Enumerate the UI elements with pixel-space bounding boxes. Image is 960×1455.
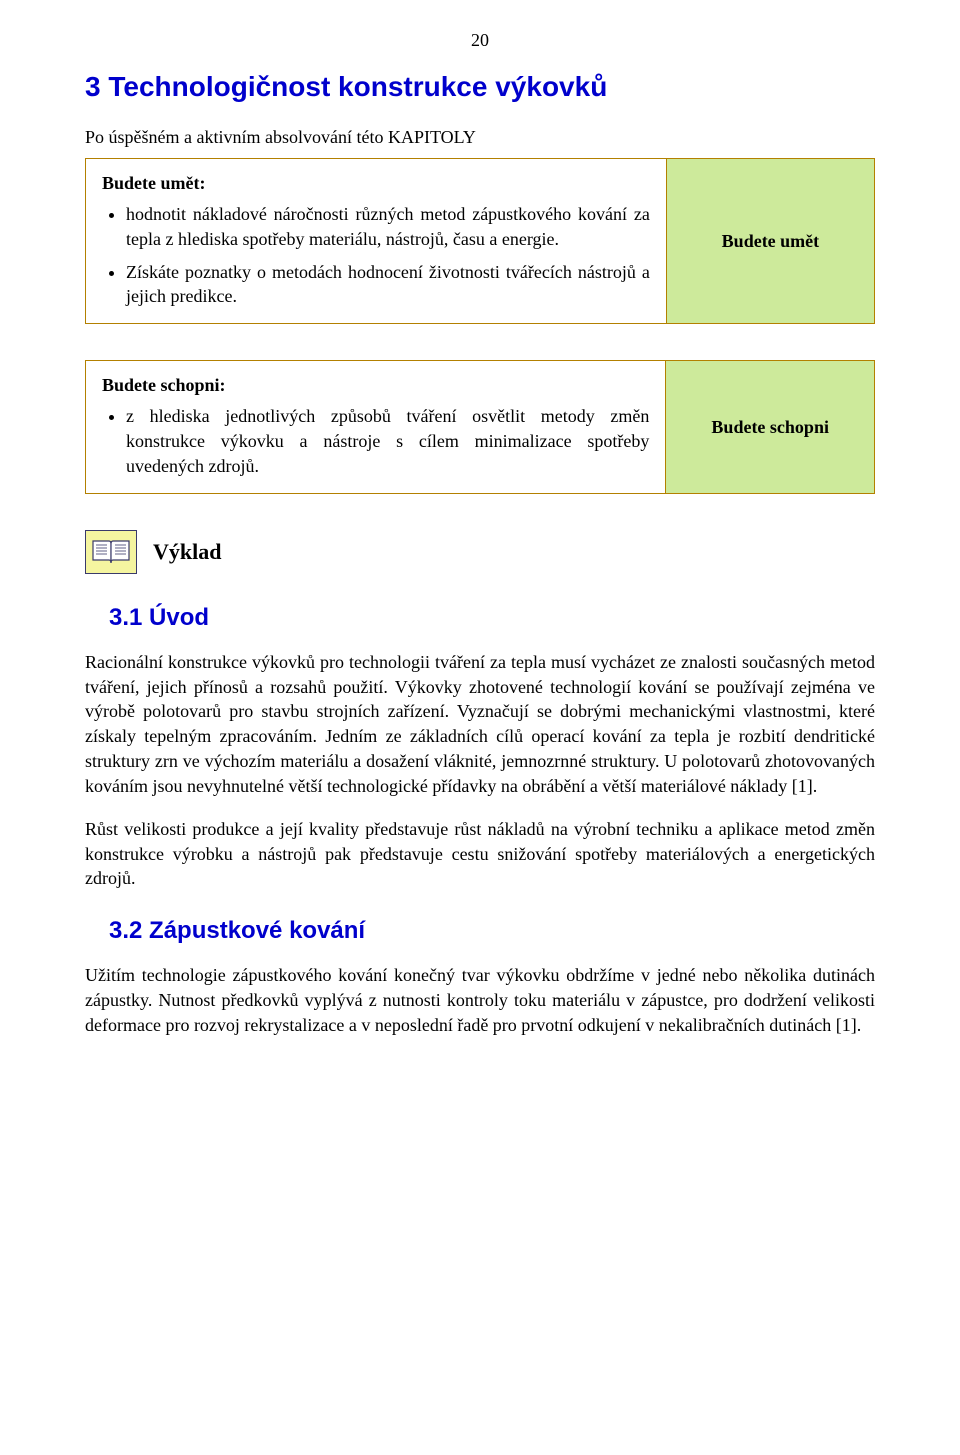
box1-heading: Budete umět: [102, 173, 650, 194]
document-page: 20 3 Technologičnost konstrukce výkovků … [0, 0, 960, 1455]
book-icon [85, 530, 137, 574]
section-3-1-heading: 3.1 Úvod [109, 604, 875, 632]
vyklad-label: Výklad [153, 539, 221, 565]
box1-bullet-0: hodnotit nákladové náročnosti různých me… [126, 202, 650, 252]
box2-bullet-0: z hlediska jednotlivých způsobů tváření … [126, 404, 649, 478]
box1-bullet-list: hodnotit nákladové náročnosti různých me… [126, 202, 650, 309]
chapter-heading: 3 Technologičnost konstrukce výkovků [85, 71, 875, 103]
box2-bullet-list: z hlediska jednotlivých způsobů tváření … [126, 404, 649, 478]
box2-heading: Budete schopni: [102, 375, 649, 396]
box-budete-schopni: Budete schopni: z hlediska jednotlivých … [85, 360, 875, 493]
box-budete-umet: Budete umět: hodnotit nákladové náročnos… [85, 158, 875, 324]
section-3-1-p0: Racionální konstrukce výkovků pro techno… [85, 650, 875, 799]
box1-right-cell: Budete umět [666, 159, 874, 324]
box2-right-cell: Budete schopni [666, 361, 875, 493]
box1-left-cell: Budete umět: hodnotit nákladové náročnos… [86, 159, 667, 324]
section-3-2-p0: Užitím technologie zápustkového kování k… [85, 963, 875, 1037]
intro-line: Po úspěšném a aktivním absolvování této … [85, 127, 875, 148]
page-number: 20 [85, 30, 875, 51]
vyklad-row: Výklad [85, 530, 875, 574]
box1-bullet-1: Získáte poznatky o metodách hodnocení ži… [126, 260, 650, 310]
section-3-2-heading: 3.2 Zápustkové kování [109, 917, 875, 945]
section-3-1-p1: Růst velikosti produkce a její kvality p… [85, 817, 875, 891]
box2-left-cell: Budete schopni: z hlediska jednotlivých … [86, 361, 666, 493]
